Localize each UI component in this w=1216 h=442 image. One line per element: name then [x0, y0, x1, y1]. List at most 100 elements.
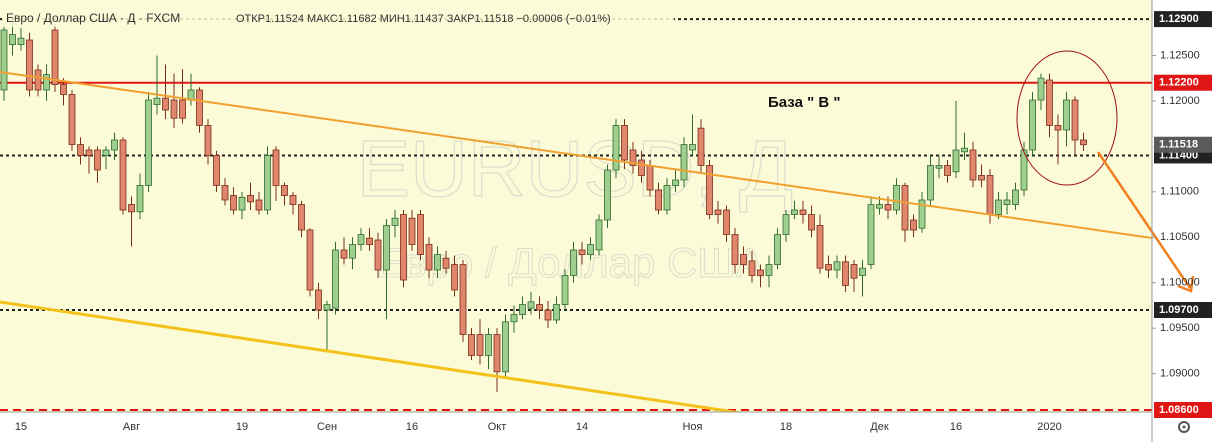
candle-body	[476, 334, 484, 356]
candle-body	[196, 89, 203, 126]
price-axis-background	[1152, 0, 1216, 442]
candle-body	[1071, 99, 1079, 141]
candle-body	[170, 99, 178, 119]
plot-background	[0, 0, 1152, 412]
candle-body	[221, 185, 229, 201]
candle-body	[272, 149, 280, 186]
candle-body	[816, 225, 824, 269]
gear[interactable]	[1178, 421, 1190, 433]
header-background	[2, 10, 674, 27]
level-label-box	[1154, 74, 1212, 91]
candle-body	[502, 321, 509, 373]
candle-body	[655, 189, 662, 211]
candle-body	[978, 175, 985, 181]
candle-body	[332, 249, 339, 309]
candle-body	[621, 125, 628, 161]
candle-body	[808, 214, 815, 231]
symbol-label: Евро / Доллар США · Д · FXCM	[6, 11, 180, 25]
candle-body	[247, 195, 254, 203]
candle-body	[0, 29, 8, 91]
candle-body	[680, 144, 688, 181]
candle-body	[9, 34, 16, 45]
x-tick-label: Дек	[870, 421, 889, 433]
candle-body	[663, 185, 671, 211]
candle-body	[60, 84, 67, 95]
last-price-label: 1.11518	[1159, 139, 1198, 151]
candle-body	[349, 244, 356, 259]
candle-body	[43, 74, 50, 91]
x-tick-label: 14	[576, 421, 588, 433]
y-tick-label: 1.12000	[1160, 95, 1200, 107]
candle-body	[876, 204, 883, 209]
candle-body	[672, 179, 679, 186]
candle-body	[578, 249, 586, 255]
candle-body	[697, 127, 705, 166]
candle-body	[264, 155, 271, 211]
x-tick-label: Ноя	[682, 421, 702, 433]
arrow-head	[1177, 275, 1195, 293]
candle-body	[1046, 79, 1053, 126]
candle-body	[927, 165, 934, 201]
candle-body	[238, 196, 246, 211]
candle-body	[94, 149, 101, 171]
candle-body	[961, 147, 968, 153]
candle-body	[527, 301, 535, 309]
candle-body	[969, 149, 977, 181]
candle-body	[595, 219, 603, 251]
candle-body	[400, 214, 407, 281]
candle-body	[689, 144, 696, 151]
candle-body	[646, 165, 654, 191]
arrow-shaft	[1096, 151, 1192, 289]
candle-body	[306, 229, 314, 291]
candle-body	[315, 289, 322, 311]
candle-body	[867, 204, 875, 265]
candle-body	[51, 29, 59, 85]
candle-body	[77, 144, 84, 156]
candle-body	[111, 139, 118, 151]
candle-body	[748, 260, 756, 276]
x-tick-label: 16	[406, 421, 418, 433]
level-label: 1.12200	[1159, 77, 1199, 89]
axes: 1.09000 1.09500 1.10000 1.10500 1.11000 1.120…	[15, 11, 1212, 433]
candle-body	[714, 209, 722, 215]
y-tick-label: 1.12500	[1160, 49, 1200, 61]
candle-body	[731, 234, 739, 265]
candle-body	[587, 244, 594, 255]
x-tick-label: Авг	[123, 421, 140, 433]
candle-body	[434, 254, 441, 271]
candle-body	[918, 199, 926, 229]
settings-icon[interactable]	[1178, 421, 1190, 433]
gear-center[interactable]	[1182, 425, 1186, 429]
level-label-box	[1154, 11, 1212, 28]
candle-body	[17, 37, 25, 45]
candle-body	[842, 261, 849, 286]
candle-body	[510, 314, 518, 323]
y-tick-label: 1.11000	[1160, 186, 1199, 198]
candle-body	[629, 149, 637, 166]
trend-line	[0, 300, 745, 412]
trend-line	[0, 71, 1152, 239]
candle-body	[340, 249, 348, 259]
candle-body	[1037, 77, 1045, 101]
candle-body	[765, 264, 773, 276]
candle-body	[26, 39, 33, 91]
candle-body	[612, 125, 620, 171]
x-tick-label: 18	[780, 421, 792, 433]
candle-body	[230, 195, 237, 211]
y-tick-label: 1.10500	[1160, 231, 1200, 243]
candle-body	[995, 199, 1002, 215]
highlight-ellipse	[1016, 50, 1118, 186]
candle-body	[1054, 125, 1062, 131]
candle-body	[493, 334, 501, 373]
candle-body	[102, 149, 110, 156]
x-tick-label: 16	[950, 421, 962, 433]
candle-body	[825, 264, 832, 271]
candle-body	[289, 195, 297, 205]
candle-body	[1012, 189, 1019, 205]
level-label: 1.08600	[1159, 404, 1199, 416]
time-axis-background	[0, 412, 1152, 442]
annotation: База " В "	[768, 94, 840, 111]
last-price-box	[1154, 136, 1212, 153]
x-tick-label: 15	[15, 421, 27, 433]
